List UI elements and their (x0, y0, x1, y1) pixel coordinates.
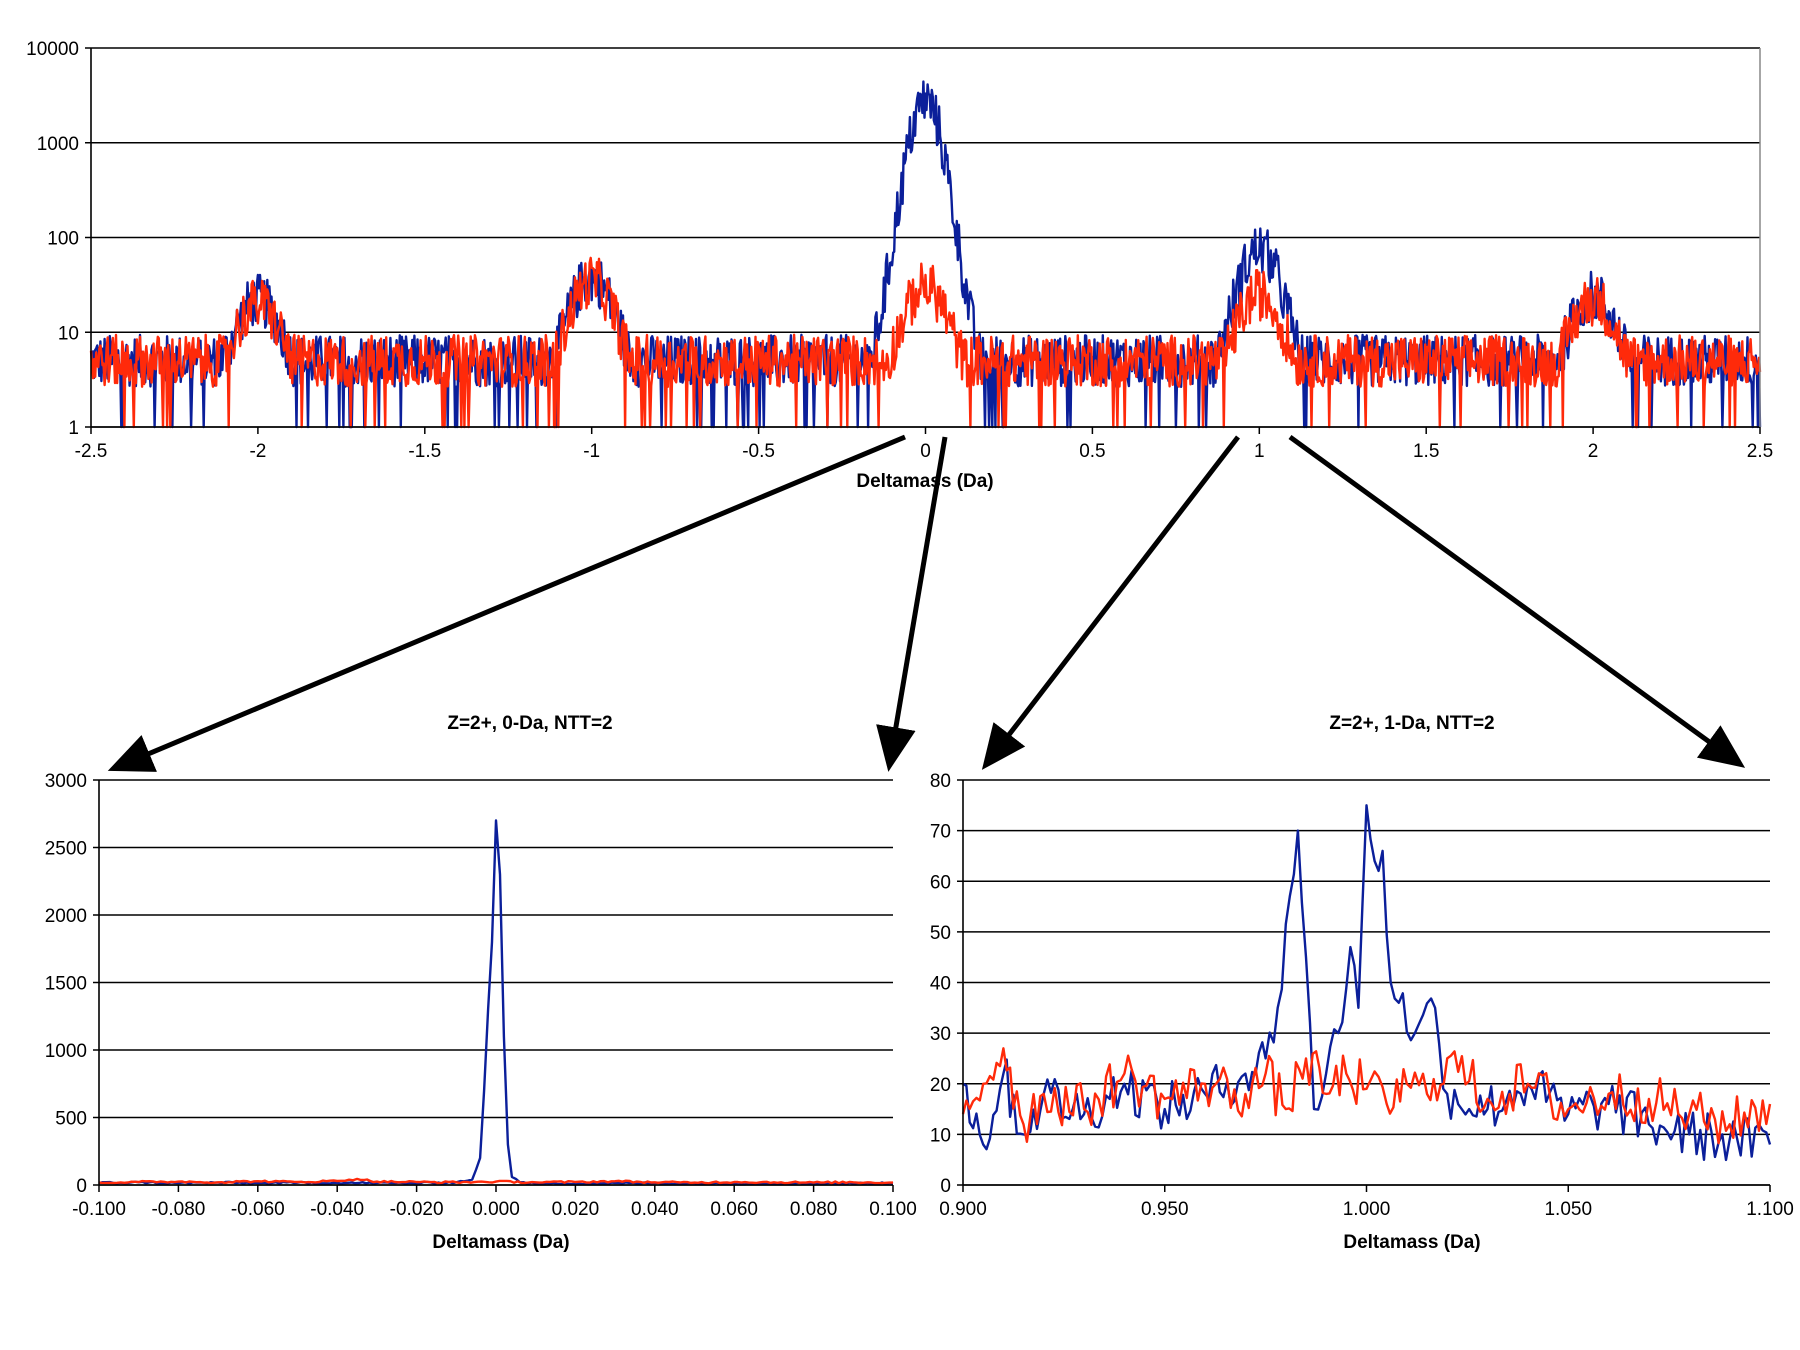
overview-y-tick-labels: 1 10 100 1000 10000 (26, 39, 79, 439)
x-tick-label: -0.100 (72, 1199, 126, 1220)
overview-series (89, 80, 1762, 429)
series-line-blue (962, 804, 1772, 1162)
y-tick-label: 1 (68, 418, 79, 439)
zoom-0da-y-tick-labels: 0 500 1000 1500 2000 2500 3000 (45, 771, 87, 1197)
y-tick-label: 1000 (45, 1041, 87, 1062)
y-tick-label: 500 (55, 1109, 87, 1130)
x-tick-label: 0.950 (1141, 1199, 1189, 1220)
y-tick-label: 40 (930, 974, 951, 995)
overview-x-tick-labels: -2.5 -2 -1.5 -1 -0.5 0 0.5 1 1.5 2 2.5 (75, 441, 1774, 462)
series-line-blue (98, 819, 894, 1186)
zoom-0da-chart: Z=2+, 0-Da, NTT=2 0 500 1000 1500 2000 2500 30… (45, 713, 917, 1253)
y-tick-label: 1000 (37, 134, 79, 155)
x-tick-label: 0.100 (869, 1199, 917, 1220)
y-tick-label: 80 (930, 771, 951, 792)
arrow-zero-left (107, 434, 906, 772)
x-tick-label: 0.5 (1079, 441, 1105, 462)
x-tick-label: 0.020 (552, 1199, 600, 1220)
y-tick-label: 1500 (45, 974, 87, 995)
x-tick-label: -2.5 (75, 441, 108, 462)
y-tick-label: 10 (58, 323, 79, 344)
zoom-0da-x-tick-labels: -0.100 -0.080 -0.060 -0.040 -0.020 0.000 0.020… (72, 1199, 917, 1220)
y-tick-label: 30 (930, 1024, 951, 1045)
y-tick-label: 50 (930, 923, 951, 944)
y-tick-label: 60 (930, 872, 951, 893)
series-line-red (98, 1177, 893, 1185)
y-tick-label: 0 (76, 1176, 87, 1197)
arrow-one-right (1288, 434, 1746, 768)
zoom-0da-x-axis-title: Deltamass (Da) (432, 1232, 569, 1253)
zoom-arrows (107, 434, 1746, 772)
x-tick-label: 0.060 (710, 1199, 758, 1220)
zoom-0da-title: Z=2+, 0-Da, NTT=2 (447, 713, 612, 734)
zoom-1da-axes (957, 779, 1771, 1192)
x-tick-label: -0.020 (390, 1199, 444, 1220)
zoom-1da-series (961, 804, 1772, 1162)
x-tick-label: 2 (1588, 441, 1599, 462)
overview-x-axis-title: Deltamass (Da) (856, 471, 993, 492)
y-tick-label: 2000 (45, 906, 87, 927)
x-tick-label: 2.5 (1747, 441, 1773, 462)
y-tick-label: 100 (47, 229, 79, 250)
x-tick-label: -0.060 (231, 1199, 285, 1220)
x-tick-label: -1 (583, 441, 600, 462)
x-tick-label: -0.080 (151, 1199, 205, 1220)
x-tick-label: -2 (249, 441, 266, 462)
zoom-0da-axes (93, 779, 894, 1192)
x-tick-label: 0.080 (790, 1199, 838, 1220)
x-tick-label: 0.900 (939, 1199, 987, 1220)
y-tick-label: 20 (930, 1075, 951, 1096)
x-tick-label: -0.5 (742, 441, 775, 462)
zoom-1da-title: Z=2+, 1-Da, NTT=2 (1329, 713, 1494, 734)
series-line-red (961, 1047, 1772, 1145)
overview-chart: 1 10 100 1000 10000 -2.5 -2 -1.5 -1 -0.5 0 0.5 1 1.5… (26, 39, 1773, 492)
zoom-0da-series (98, 819, 894, 1186)
arrow-one-left (981, 435, 1240, 770)
overview-axes (85, 47, 1761, 434)
x-tick-label: 1.050 (1544, 1199, 1592, 1220)
x-tick-label: 1.000 (1343, 1199, 1391, 1220)
zoom-1da-y-tick-labels: 0 10 20 30 40 50 60 70 80 (930, 771, 951, 1197)
x-tick-label: 0.000 (472, 1199, 520, 1220)
zoom-1da-x-axis-title: Deltamass (Da) (1343, 1232, 1480, 1253)
zoom-1da-x-tick-labels: 0.900 0.950 1.000 1.050 1.100 (939, 1199, 1794, 1220)
y-tick-label: 10000 (26, 39, 79, 60)
y-tick-label: 2500 (45, 839, 87, 860)
y-tick-label: 0 (940, 1176, 951, 1197)
x-tick-label: -1.5 (408, 441, 441, 462)
x-tick-label: 1 (1254, 441, 1265, 462)
y-tick-label: 3000 (45, 771, 87, 792)
y-tick-label: 70 (930, 822, 951, 843)
zoom-1da-chart: Z=2+, 1-Da, NTT=2 0 10 20 30 40 50 60 70 80 0.90… (930, 713, 1794, 1253)
series-line-red (89, 256, 1762, 429)
arrow-zero-right (876, 436, 948, 772)
x-tick-label: 0.040 (631, 1199, 679, 1220)
x-tick-label: 0 (920, 441, 931, 462)
x-tick-label: 1.5 (1413, 441, 1439, 462)
x-tick-label: 1.100 (1746, 1199, 1794, 1220)
y-tick-label: 10 (930, 1125, 951, 1146)
x-tick-label: -0.040 (310, 1199, 364, 1220)
